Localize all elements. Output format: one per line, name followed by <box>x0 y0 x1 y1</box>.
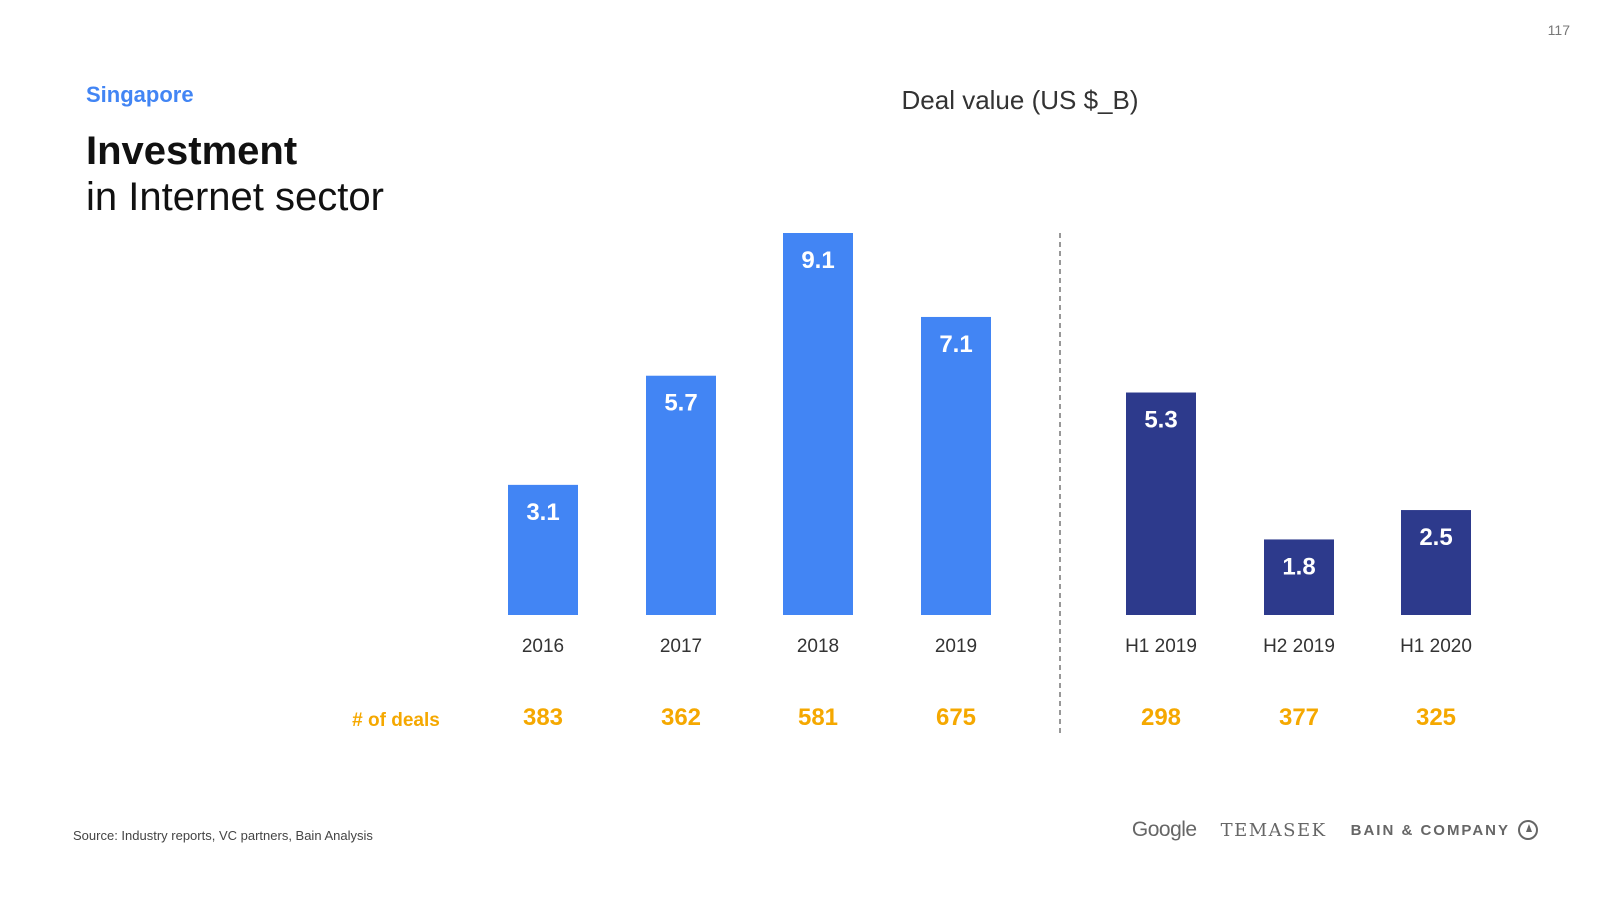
google-logo: Google <box>1131 818 1197 841</box>
deals-count: 383 <box>523 704 563 731</box>
bar-h1-2020 <box>1401 510 1471 615</box>
deals-row-label: # of deals <box>352 710 440 731</box>
region-kicker: Singapore <box>86 82 194 107</box>
category-label: 2019 <box>935 636 977 657</box>
bar-value-label: 7.1 <box>939 331 972 358</box>
title-block: Singapore Investment in Internet sector <box>86 82 506 220</box>
bar-2018 <box>783 233 853 615</box>
category-label: H1 2019 <box>1125 636 1197 657</box>
category-label: 2016 <box>522 636 564 657</box>
bar-2016 <box>508 484 578 615</box>
bar-value-label: 1.8 <box>1282 553 1315 580</box>
bar-h2-2019 <box>1264 539 1334 615</box>
source-note: Source: Industry reports, VC partners, B… <box>73 828 373 843</box>
bar-h1-2019 <box>1126 392 1196 615</box>
page-title-light: in Internet sector <box>86 175 384 219</box>
bar-value-label: 5.3 <box>1144 407 1177 434</box>
category-label: 2018 <box>797 636 839 657</box>
bain-mark-icon <box>1518 820 1538 840</box>
category-label: H2 2019 <box>1263 636 1335 657</box>
category-label: H1 2020 <box>1400 636 1472 657</box>
deals-count: 675 <box>936 704 976 731</box>
bain-logo: BAIN & COMPANY <box>1351 820 1538 840</box>
chart-title: Deal value (US $_B) <box>901 85 1139 115</box>
partner-logos: Google TEMASEK BAIN & COMPANY <box>1132 818 1538 842</box>
category-label: 2017 <box>660 636 702 657</box>
bar-2019 <box>921 316 991 615</box>
deals-count: 325 <box>1416 704 1456 731</box>
temasek-logo: TEMASEK <box>1220 819 1327 841</box>
bar-value-label: 9.1 <box>801 247 834 274</box>
deals-count: 298 <box>1141 704 1181 731</box>
bar-2017 <box>646 375 716 615</box>
deals-count: 581 <box>798 704 838 731</box>
bar-value-label: 3.1 <box>526 499 559 526</box>
deals-count: 377 <box>1279 704 1319 731</box>
page-title-bold: Investment <box>86 129 298 173</box>
bar-value-label: 5.7 <box>664 390 697 417</box>
bain-logo-text: BAIN & COMPANY <box>1350 821 1510 839</box>
page-number: 117 <box>1547 22 1570 38</box>
deals-count: 362 <box>661 704 701 731</box>
bar-value-label: 2.5 <box>1419 524 1452 551</box>
